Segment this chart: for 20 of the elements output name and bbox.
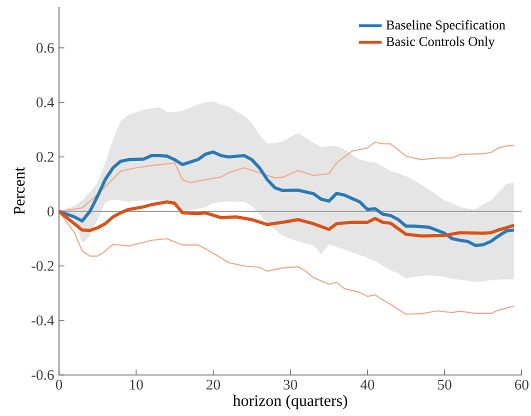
x-tick-label: 50 [438, 380, 452, 390]
x-tick-label: 30 [284, 380, 298, 390]
x-tick-label: 0 [56, 380, 62, 390]
y-tick-label: -0.4 [32, 316, 54, 326]
y-tick-label: -0.6 [32, 370, 54, 380]
line-series [59, 150, 516, 248]
y-tick-label: 0.6 [36, 42, 54, 53]
x-tick-label: 40 [360, 380, 374, 390]
x-tick-label: 10 [130, 380, 143, 390]
line-series [59, 200, 516, 238]
y-tick-label: 0.2 [36, 152, 54, 162]
y-tick-label: -0.2 [32, 260, 54, 271]
legend-label: Basic Controls Only [386, 36, 495, 49]
x-tick-label: 20 [206, 380, 220, 390]
x-tick-label: 60 [514, 380, 528, 390]
x-axis-title: horizon (quarters) [232, 394, 348, 410]
y-tick-label: 0.4 [36, 97, 54, 108]
y-tick-label: 0 [48, 206, 54, 216]
y-axis-title: Percent [14, 167, 25, 215]
legend-label: Baseline Specification [386, 20, 506, 32]
